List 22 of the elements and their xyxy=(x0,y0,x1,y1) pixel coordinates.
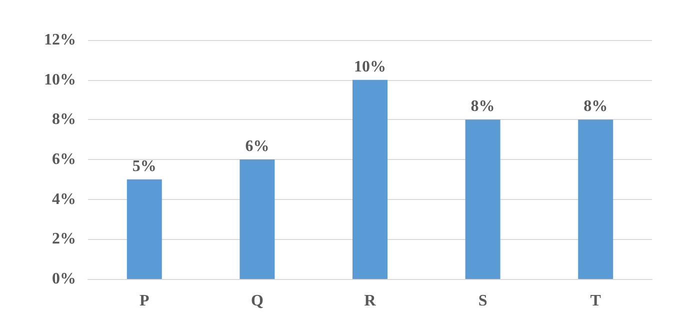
data-label: 8% xyxy=(470,98,495,116)
x-tick-label: S xyxy=(478,292,488,310)
x-tick-label: T xyxy=(590,292,602,310)
data-label: 6% xyxy=(245,138,270,155)
data-label: 5% xyxy=(132,158,156,175)
x-tick-label: P xyxy=(140,292,150,310)
bar xyxy=(465,120,500,279)
y-tick-label: 2% xyxy=(52,230,76,248)
data-label: 8% xyxy=(584,98,608,116)
data-label: 10% xyxy=(354,58,386,76)
y-tick-label: 10% xyxy=(44,71,76,88)
bar xyxy=(352,80,388,279)
y-tick-label: 0% xyxy=(52,270,76,288)
bar xyxy=(126,179,162,279)
y-tick-label: 8% xyxy=(52,111,76,128)
bar xyxy=(240,160,275,279)
y-tick-label: 12% xyxy=(44,32,76,48)
y-tick-label: 4% xyxy=(52,190,76,208)
bar xyxy=(578,120,614,279)
y-tick-label: 6% xyxy=(52,151,76,168)
x-tick-label: Q xyxy=(250,292,264,310)
x-tick-label: R xyxy=(364,292,376,310)
